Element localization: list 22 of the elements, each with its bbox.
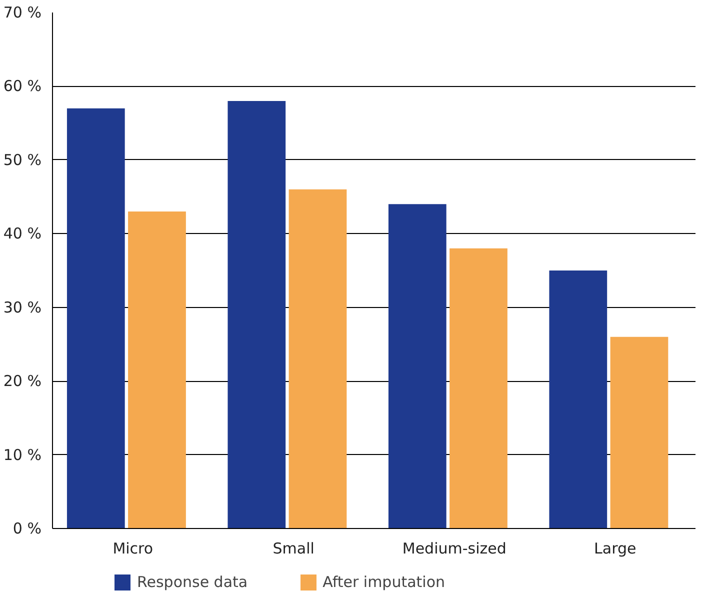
bar: [388, 204, 446, 528]
x-tick-label: Micro: [112, 540, 154, 558]
x-tick-label: Large: [594, 540, 636, 558]
y-tick-label: 40 %: [3, 224, 42, 243]
bar: [66, 108, 125, 528]
legend-label: After imputation: [322, 573, 446, 591]
bar: [450, 248, 508, 528]
y-tick-label: 70 %: [3, 4, 42, 22]
y-tick-label: 10 %: [3, 446, 42, 464]
x-tick-label: Small: [272, 540, 314, 558]
bar: [128, 212, 186, 528]
y-tick-label: 20 %: [3, 372, 42, 390]
bar: [288, 189, 347, 528]
x-tick-label: Medium-sized: [402, 540, 506, 558]
y-tick-label: 30 %: [3, 298, 42, 316]
y-tick-label: 50 %: [3, 150, 42, 169]
bar: [610, 336, 668, 528]
y-tick-label: 60 %: [3, 77, 42, 96]
y-tick-label: 0 %: [12, 520, 42, 538]
bar: [228, 100, 286, 528]
legend-label: Response data: [137, 573, 248, 591]
bar: [549, 270, 608, 528]
